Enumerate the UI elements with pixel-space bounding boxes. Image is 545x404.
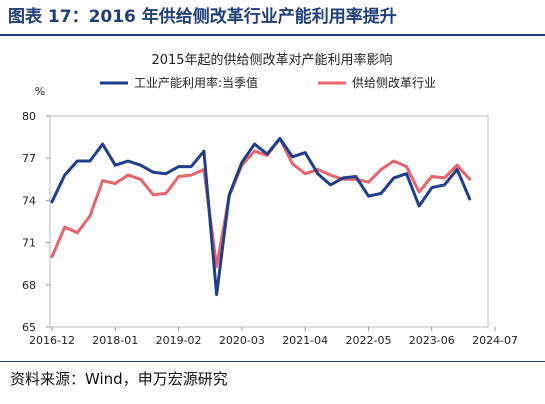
plot-area: 65 68 71 74 77 80 2016-12 2018-01 2019-02 2020-03… <box>22 110 518 347</box>
x-tick-label: 2020-03 <box>219 334 265 347</box>
x-tick-label: 2023-06 <box>409 334 455 347</box>
x-tick-label: 2018-01 <box>92 334 138 347</box>
line-chart: 2015年起的供给侧改革对产能利用率影响 工业产能利用率:当季值 供给侧改革行业 … <box>22 52 518 347</box>
title-rule <box>0 34 545 36</box>
source-note: 资料来源：Wind，申万宏源研究 <box>10 370 228 388</box>
y-tick-label: 68 <box>22 279 36 292</box>
source-rule <box>0 361 545 362</box>
x-tick-label: 2019-02 <box>156 334 202 347</box>
plot-frame <box>49 115 489 328</box>
legend: 工业产能利用率:当季值 供给侧改革行业 <box>100 75 436 90</box>
x-tick-label: 2024-07 <box>472 334 518 347</box>
y-tick-label: 77 <box>22 152 36 165</box>
y-tick-label: 65 <box>22 321 36 334</box>
series-line-1 <box>50 137 472 297</box>
y-tick-label: 74 <box>22 194 36 207</box>
legend-label-1: 工业产能利用率:当季值 <box>134 75 258 90</box>
x-tick-label: 2021-04 <box>282 334 328 347</box>
chart-title: 2015年起的供给侧改革对产能利用率影响 <box>151 52 392 68</box>
legend-label-2: 供给侧改革行业 <box>352 76 436 90</box>
y-axis-unit: % <box>35 85 45 98</box>
x-tick-label: 2016-12 <box>29 334 75 347</box>
series-line-2 <box>50 137 472 268</box>
x-tick-label: 2022-05 <box>345 334 391 347</box>
y-tick-label: 71 <box>22 237 36 250</box>
figure-title: 图表 17：2016 年供给侧改革行业产能利用率提升 <box>8 7 397 27</box>
y-tick-label: 80 <box>22 110 36 123</box>
